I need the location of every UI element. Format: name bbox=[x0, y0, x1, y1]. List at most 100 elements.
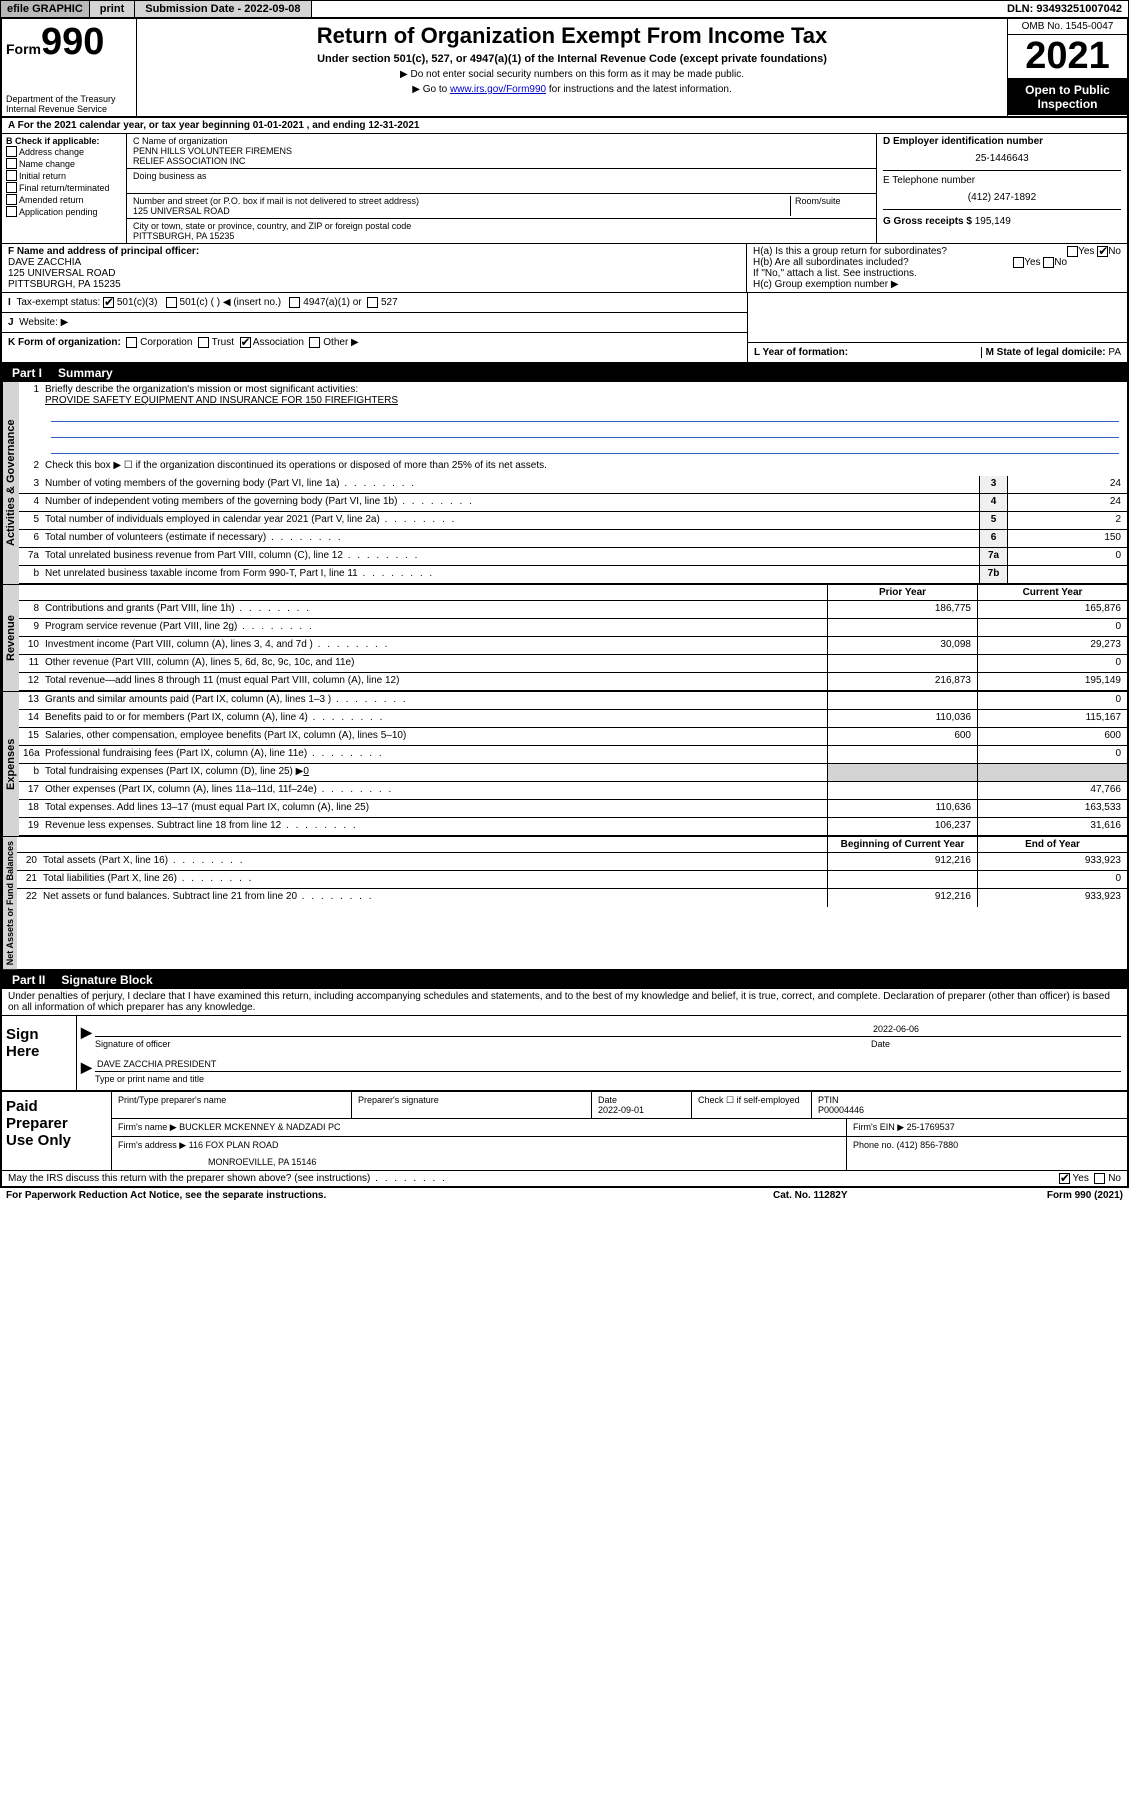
chk-pending-label: Application pending bbox=[19, 207, 98, 217]
state-value: PA bbox=[1108, 347, 1121, 358]
l10c: 29,273 bbox=[977, 637, 1127, 654]
l3b: 3 bbox=[979, 476, 1007, 493]
date-label: Date bbox=[871, 1039, 1121, 1049]
hb-no[interactable] bbox=[1043, 257, 1054, 268]
l9p bbox=[827, 619, 977, 636]
vlabel-revenue: Revenue bbox=[2, 585, 19, 691]
chk-527[interactable] bbox=[367, 297, 378, 308]
addr-label: Number and street (or P.O. box if mail i… bbox=[133, 196, 790, 206]
l4t: Number of independent voting members of … bbox=[43, 494, 979, 511]
chk-501c3[interactable] bbox=[103, 297, 114, 308]
l10n: 10 bbox=[19, 637, 43, 654]
col-prior: Prior Year bbox=[827, 585, 977, 600]
l16bp bbox=[827, 764, 977, 781]
hb-yes[interactable] bbox=[1013, 257, 1024, 268]
row-h: H(a) Is this a group return for subordin… bbox=[747, 244, 1127, 292]
l1-value: PROVIDE SAFETY EQUIPMENT AND INSURANCE F… bbox=[45, 395, 398, 406]
hc-label: H(c) Group exemption number ▶ bbox=[753, 279, 1121, 290]
chk-pending[interactable] bbox=[6, 206, 17, 217]
firm-phone-label: Phone no. bbox=[853, 1140, 894, 1150]
l5t: Total number of individuals employed in … bbox=[43, 512, 979, 529]
form-title: Return of Organization Exempt From Incom… bbox=[141, 23, 1003, 49]
line-2-num: 2 bbox=[19, 458, 43, 476]
col-end: End of Year bbox=[977, 837, 1127, 852]
chk-initial-label: Initial return bbox=[19, 171, 66, 181]
l21n: 21 bbox=[17, 871, 41, 888]
l16b-val: 0 bbox=[303, 766, 309, 777]
chk-final[interactable] bbox=[6, 182, 17, 193]
footer-left: For Paperwork Reduction Act Notice, see … bbox=[6, 1190, 773, 1201]
ha-yes[interactable] bbox=[1067, 246, 1078, 257]
l16bc bbox=[977, 764, 1127, 781]
l22c: 933,923 bbox=[977, 889, 1127, 907]
ha-no[interactable] bbox=[1097, 246, 1108, 257]
opt-other: Other ▶ bbox=[323, 337, 358, 348]
l1-label: Briefly describe the organization's miss… bbox=[45, 384, 358, 395]
efile-button[interactable]: efile GRAPHIC bbox=[1, 1, 90, 17]
l4b: 4 bbox=[979, 494, 1007, 511]
l20c: 933,923 bbox=[977, 853, 1127, 870]
part2-label: Part II bbox=[12, 973, 61, 987]
col-current: Current Year bbox=[977, 585, 1127, 600]
org-name1: PENN HILLS VOLUNTEER FIREMENS bbox=[133, 146, 870, 156]
dept-treasury: Department of the Treasury bbox=[6, 94, 132, 104]
info-block: B Check if applicable: Address change Na… bbox=[0, 134, 1129, 244]
state-label: M State of legal domicile: bbox=[986, 347, 1106, 358]
sign-block: Sign Here ▶ 2022-06-06 Signature of offi… bbox=[0, 1016, 1129, 1092]
chk-assoc[interactable] bbox=[240, 337, 251, 348]
header-right: OMB No. 1545-0047 2021 Open to Public In… bbox=[1007, 19, 1127, 116]
firm-addr-label: Firm's address ▶ bbox=[118, 1140, 186, 1150]
hb-no-label: No bbox=[1054, 257, 1067, 268]
part1-title: Summary bbox=[58, 366, 113, 380]
l21c: 0 bbox=[977, 871, 1127, 888]
form-note1: ▶ Do not enter social security numbers o… bbox=[141, 69, 1003, 80]
l6t: Total number of volunteers (estimate if … bbox=[43, 530, 979, 547]
row-i: I Tax-exempt status: 501(c)(3) 501(c) ( … bbox=[2, 293, 747, 313]
chk-amended[interactable] bbox=[6, 194, 17, 205]
line-1-text: Briefly describe the organization's miss… bbox=[43, 382, 1127, 458]
submission-date: Submission Date - 2022-09-08 bbox=[135, 1, 311, 17]
chk-name-label: Name change bbox=[19, 159, 75, 169]
l9c: 0 bbox=[977, 619, 1127, 636]
gross-value: 195,149 bbox=[975, 216, 1011, 227]
l12p: 216,873 bbox=[827, 673, 977, 690]
part1-header: Part I Summary bbox=[0, 364, 1129, 382]
l16b-pre: Total fundraising expenses (Part IX, col… bbox=[45, 766, 303, 777]
chk-trust[interactable] bbox=[198, 337, 209, 348]
footer: For Paperwork Reduction Act Notice, see … bbox=[0, 1188, 1129, 1203]
ein-label: D Employer identification number bbox=[883, 136, 1121, 147]
chk-name[interactable] bbox=[6, 158, 17, 169]
l3v: 24 bbox=[1007, 476, 1127, 493]
vlabel-governance: Activities & Governance bbox=[2, 382, 19, 584]
discuss-text: May the IRS discuss this return with the… bbox=[8, 1173, 1059, 1184]
paid-l1: Paid bbox=[6, 1098, 107, 1115]
l14p: 110,036 bbox=[827, 710, 977, 727]
l7bv bbox=[1007, 566, 1127, 583]
addr-row: Number and street (or P.O. box if mail i… bbox=[127, 194, 876, 219]
l5v: 2 bbox=[1007, 512, 1127, 529]
prep-date-label: Date bbox=[598, 1095, 685, 1105]
col-begin: Beginning of Current Year bbox=[827, 837, 977, 852]
chk-501c[interactable] bbox=[166, 297, 177, 308]
chk-initial[interactable] bbox=[6, 170, 17, 181]
discuss-yes[interactable] bbox=[1059, 1173, 1070, 1184]
paid-content: Print/Type preparer's name Preparer's si… bbox=[112, 1092, 1127, 1170]
chk-corp[interactable] bbox=[126, 337, 137, 348]
print-button[interactable]: print bbox=[90, 1, 135, 17]
city-row: City or town, state or province, country… bbox=[127, 219, 876, 243]
officer-label: F Name and address of principal officer: bbox=[8, 246, 740, 257]
header-middle: Return of Organization Exempt From Incom… bbox=[137, 19, 1007, 116]
chk-other[interactable] bbox=[309, 337, 320, 348]
discuss-no[interactable] bbox=[1094, 1173, 1105, 1184]
l13n: 13 bbox=[19, 692, 43, 709]
gross-label: G Gross receipts $ bbox=[883, 216, 972, 227]
hb-yes-label: Yes bbox=[1024, 257, 1040, 268]
irs-link[interactable]: www.irs.gov/Form990 bbox=[450, 84, 546, 95]
sign-label: Sign Here bbox=[2, 1016, 77, 1090]
l22p: 912,216 bbox=[827, 889, 977, 907]
l3n: 3 bbox=[19, 476, 43, 493]
addr-value: 125 UNIVERSAL ROAD bbox=[133, 206, 790, 216]
chk-address[interactable] bbox=[6, 146, 17, 157]
dba-row: Doing business as bbox=[127, 169, 876, 194]
chk-4947[interactable] bbox=[289, 297, 300, 308]
